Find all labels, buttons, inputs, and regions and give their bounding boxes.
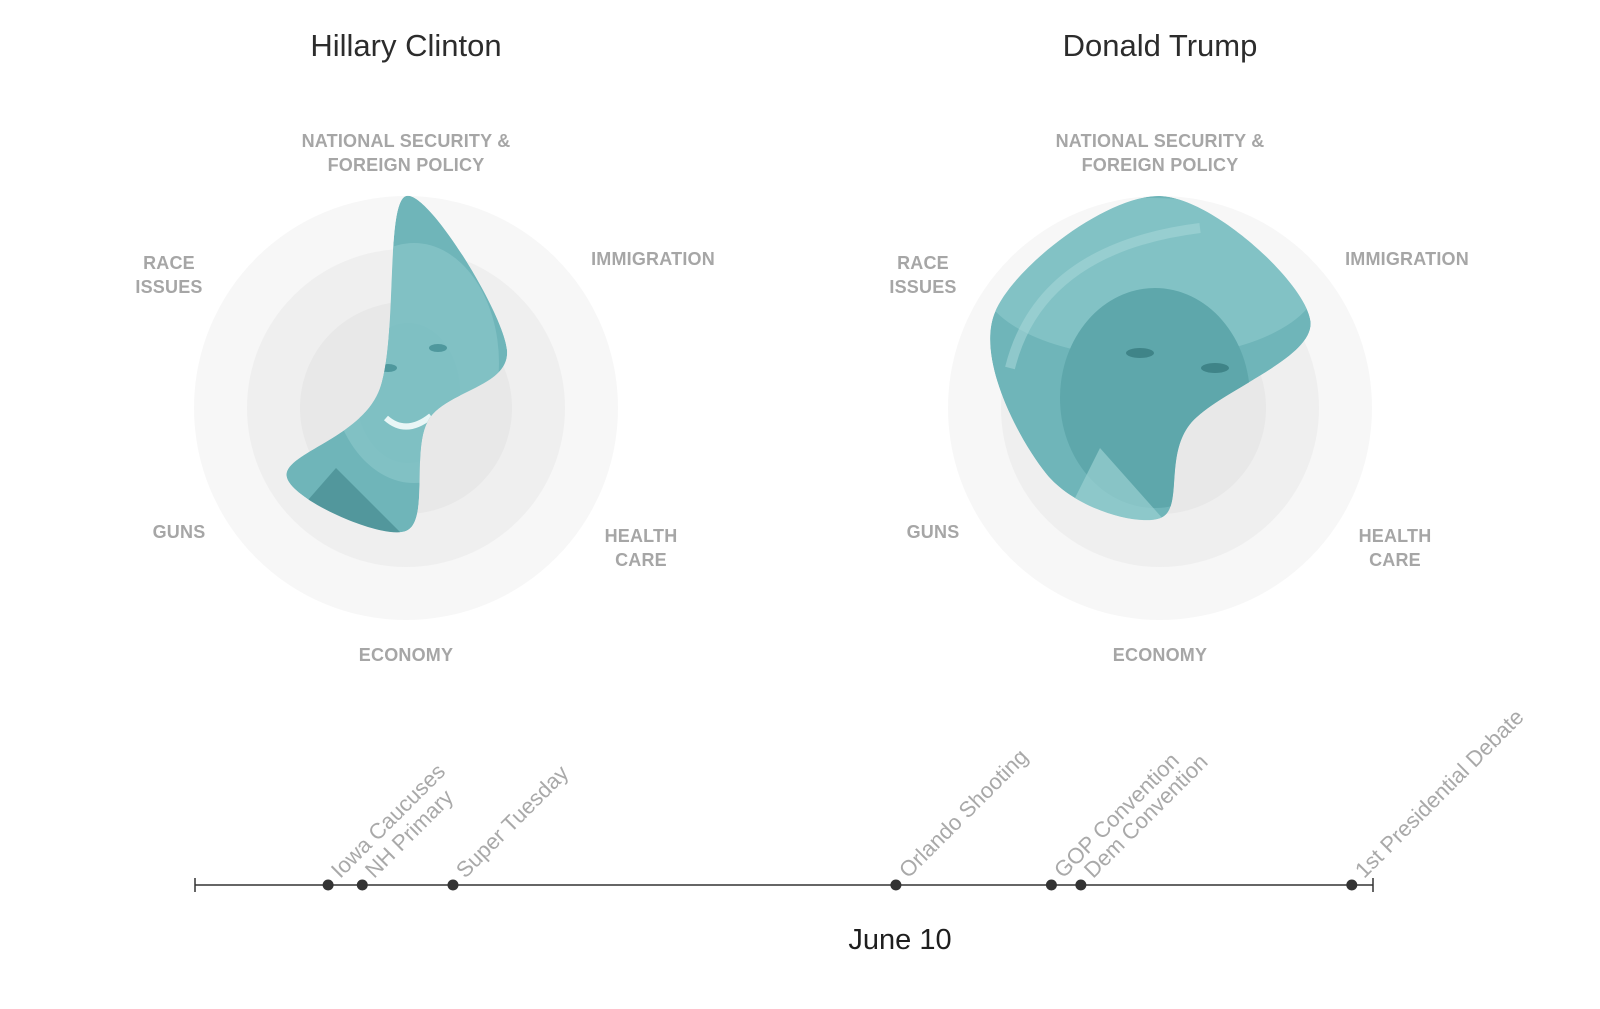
trump-label-health-care: HEALTH CARE — [1358, 526, 1432, 570]
clinton-label-national-security: NATIONAL SECURITY & FOREIGN POLICY — [301, 131, 511, 175]
trump-hair-strand — [1005, 223, 1201, 370]
timeline-event-dot — [1346, 879, 1358, 891]
trump-label-national-security: NATIONAL SECURITY & FOREIGN POLICY — [1055, 131, 1265, 175]
trump-label-economy: ECONOMY — [1112, 645, 1208, 665]
trump-hair-shape — [990, 198, 1311, 358]
clinton-label-health-care: HEALTH CARE — [604, 526, 678, 570]
clinton-label-guns: GUNS — [152, 522, 206, 542]
trump-label-race-issues: RACE ISSUES — [889, 253, 957, 297]
clinton-smile — [383, 413, 433, 430]
trump-label-guns: GUNS — [906, 522, 960, 542]
timeline-event-dot — [1045, 879, 1057, 891]
timeline-event-dot — [1075, 879, 1087, 891]
trump-title: Donald Trump — [1062, 28, 1258, 63]
timeline-event-dot — [356, 879, 368, 891]
clinton-label-economy: ECONOMY — [358, 645, 454, 665]
clinton-label-race-issues: RACE ISSUES — [135, 253, 203, 297]
clinton-title: Hillary Clinton — [310, 28, 502, 63]
timeline-event-dot — [322, 879, 334, 891]
timeline-event-dot — [890, 879, 902, 891]
timeline-event-dot — [447, 879, 459, 891]
clinton-label-immigration: IMMIGRATION — [591, 249, 715, 269]
trump-portrait-fill — [990, 195, 1311, 521]
clinton-eye-right — [429, 344, 447, 352]
current-date-label: June 10 — [848, 924, 952, 956]
trump-eye-left — [1126, 348, 1154, 358]
clinton-shoulder — [286, 468, 436, 533]
trump-eye-right — [1201, 363, 1229, 373]
trump-label-immigration: IMMIGRATION — [1345, 249, 1469, 269]
